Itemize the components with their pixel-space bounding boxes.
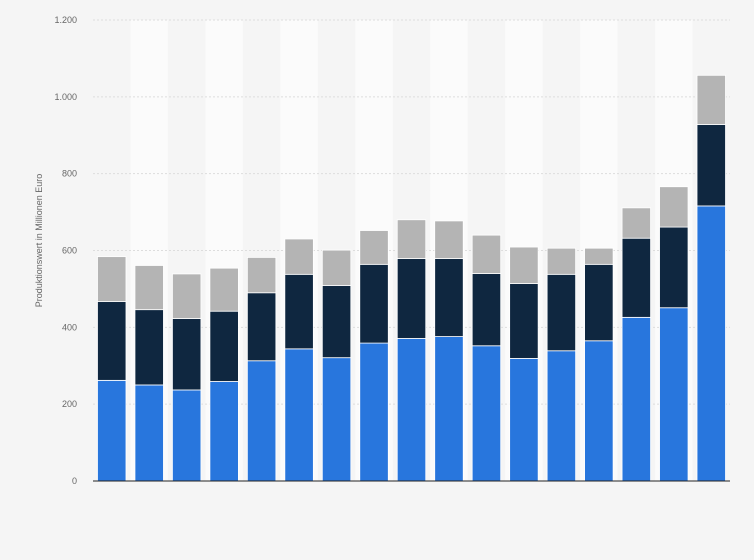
bar-segment-series-1[interactable] — [97, 379, 127, 482]
y-tick-label: 1.200 — [54, 15, 77, 25]
bar-segment-series-3[interactable] — [321, 249, 352, 286]
bar-segment-series-2[interactable] — [321, 285, 352, 359]
y-tick-label: 800 — [62, 169, 77, 179]
y-tick-label: 1.000 — [54, 92, 77, 102]
bar-segment-series-1[interactable] — [321, 357, 352, 482]
bar-segment-series-2[interactable] — [246, 292, 277, 362]
bar-segment-series-1[interactable] — [509, 358, 539, 482]
bar-segment-series-2[interactable] — [509, 283, 539, 359]
bar-segment-series-1[interactable] — [621, 316, 651, 482]
bar-segment-series-1[interactable] — [172, 389, 202, 482]
bar-segment-series-1[interactable] — [434, 336, 464, 482]
bar-segment-series-2[interactable] — [396, 258, 427, 339]
bar-segment-series-3[interactable] — [396, 219, 427, 259]
bar-segment-series-3[interactable] — [209, 267, 239, 312]
bar-segment-series-2[interactable] — [434, 258, 464, 337]
y-tick-label: 0 — [72, 476, 77, 486]
bar-segment-series-2[interactable] — [359, 263, 389, 344]
bar-segment-series-3[interactable] — [659, 186, 689, 228]
bar-segment-series-3[interactable] — [246, 257, 277, 294]
bar-segment-series-3[interactable] — [284, 238, 314, 275]
y-axis-tick-labels: 0 200 400 600 800 1.000 1.200 — [54, 15, 77, 486]
bar-segment-series-1[interactable] — [659, 307, 689, 482]
bar-segment-series-1[interactable] — [134, 384, 164, 482]
bar-segment-series-3[interactable] — [509, 246, 539, 284]
y-axis-title: Produktionswert in Millionen Euro — [34, 174, 44, 308]
bar-segment-series-2[interactable] — [621, 237, 651, 318]
y-tick-label: 200 — [62, 399, 77, 409]
bar-segment-series-1[interactable] — [546, 350, 577, 482]
bar-segment-series-3[interactable] — [546, 247, 577, 275]
bar-segment-series-3[interactable] — [621, 207, 651, 239]
bar-segment-series-1[interactable] — [284, 348, 314, 482]
y-tick-label: 600 — [62, 246, 77, 256]
bar-segment-series-2[interactable] — [134, 309, 164, 386]
bar-segment-series-1[interactable] — [246, 360, 277, 482]
bar-segment-series-2[interactable] — [659, 226, 689, 309]
bar-segment-series-2[interactable] — [97, 301, 127, 381]
bar-segment-series-1[interactable] — [471, 345, 502, 482]
bar-segment-series-3[interactable] — [471, 234, 502, 274]
bar-segment-series-3[interactable] — [172, 273, 202, 319]
bar-segment-series-1[interactable] — [359, 342, 389, 482]
bar-segment-series-3[interactable] — [134, 265, 164, 311]
bar-segment-series-1[interactable] — [696, 205, 726, 482]
bar-segment-series-1[interactable] — [396, 338, 427, 482]
bar-segment-series-1[interactable] — [209, 381, 239, 482]
bar-segment-series-3[interactable] — [696, 74, 726, 125]
bar-segment-series-3[interactable] — [97, 256, 127, 302]
bar-segment-series-1[interactable] — [584, 340, 614, 482]
bar-segment-series-2[interactable] — [471, 273, 502, 347]
bar-segment-series-2[interactable] — [546, 273, 577, 352]
bar-segment-series-3[interactable] — [584, 247, 614, 265]
bar-segment-series-2[interactable] — [584, 263, 614, 342]
bar-segment-series-2[interactable] — [696, 124, 726, 207]
bar-segment-series-2[interactable] — [172, 318, 202, 391]
bar-segment-series-3[interactable] — [359, 230, 389, 265]
bar-segment-series-2[interactable] — [209, 310, 239, 382]
bar-segment-series-2[interactable] — [284, 273, 314, 350]
bar-segment-series-3[interactable] — [434, 220, 464, 259]
y-tick-label: 400 — [62, 322, 77, 332]
bars — [97, 74, 726, 482]
